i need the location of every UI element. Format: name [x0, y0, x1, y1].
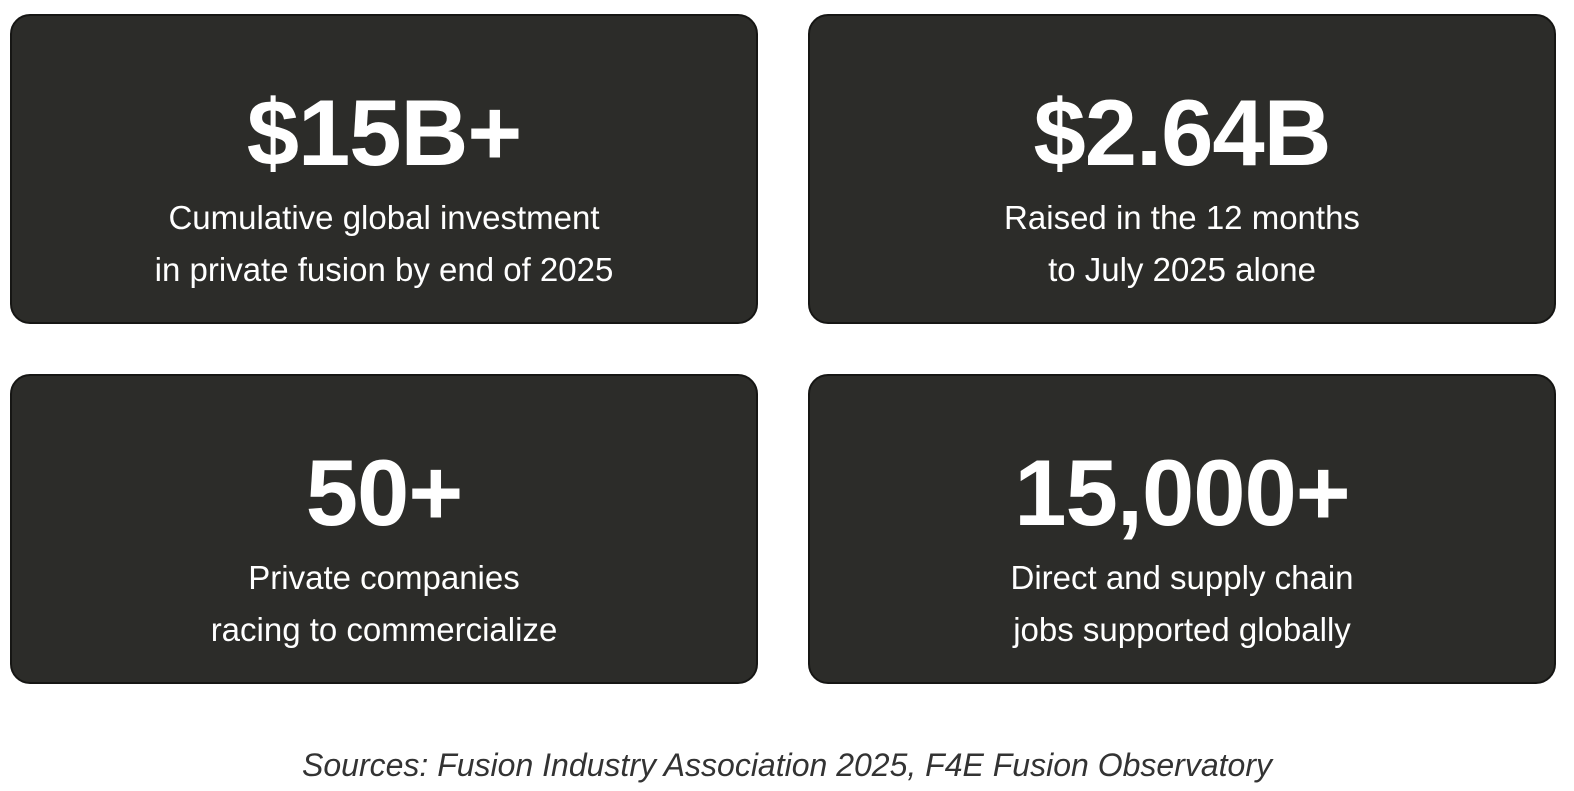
stat-caption: jobs supported globally [1013, 611, 1351, 648]
stat-caption: racing to commercialize [210, 611, 558, 648]
stat-caption: Direct and supply chain [1010, 559, 1354, 596]
sources: Sources: Fusion Industry Association 202… [302, 747, 1272, 783]
stat-caption: in private fusion by end of 2025 [154, 251, 614, 288]
stat-caption: Private companies [248, 559, 520, 596]
stat-figure: $15B+ [246, 80, 523, 185]
stat-card: $2.64B Raised in the 12 months to July 202… [808, 14, 1556, 324]
stat-caption: to July 2025 alone [1048, 251, 1316, 288]
stat-card: 15,000+ Direct and supply chain jobs suppo… [808, 374, 1556, 684]
stat-caption: Cumulative global investment [168, 199, 600, 236]
stat-figure: $2.64B [1033, 80, 1331, 185]
stat-figure: 50+ [305, 440, 463, 545]
stat-figure: 15,000+ [1014, 440, 1350, 545]
stat-card: $15B+ Cumulative global investment in priv… [10, 14, 758, 324]
stat-caption: Raised in the 12 months [1004, 199, 1360, 236]
stat-card: 50+ Private companies racing to commercial… [10, 374, 758, 684]
